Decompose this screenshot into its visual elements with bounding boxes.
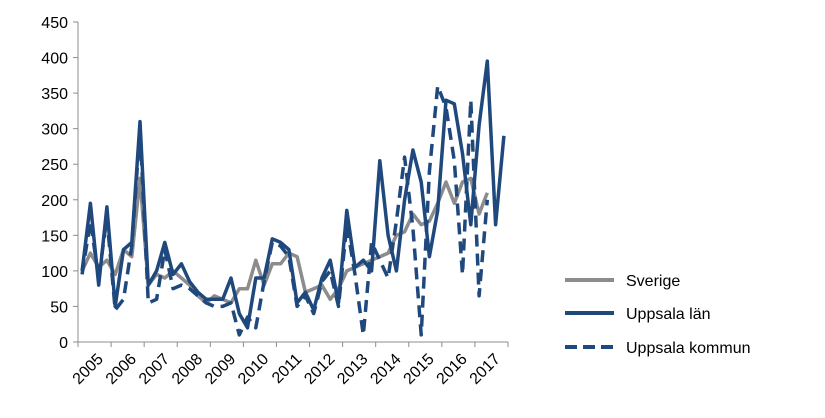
x-tick-label-2008: 2008 (169, 351, 206, 388)
x-tick-label-2013: 2013 (334, 351, 371, 388)
x-tick-label-2011: 2011 (269, 351, 305, 387)
series-line-uppsala-kommun (80, 84, 490, 337)
y-tick-label-250: 250 (41, 157, 68, 174)
y-tick-label-400: 400 (41, 51, 68, 68)
y-tick-label-200: 200 (41, 193, 68, 210)
y-tick-label-150: 150 (41, 228, 68, 245)
x-tick-label-2016: 2016 (434, 351, 471, 388)
y-tick-label-300: 300 (41, 122, 68, 139)
legend-label-uppsala-l-n: Uppsala län (626, 306, 711, 323)
y-tick-label-350: 350 (41, 86, 68, 103)
x-tick-label-2006: 2006 (103, 351, 140, 388)
x-tick-label-2015: 2015 (401, 351, 438, 388)
x-tick-label-2005: 2005 (70, 351, 107, 388)
y-tick-label-50: 50 (50, 299, 68, 316)
x-tick-label-2009: 2009 (202, 351, 239, 388)
x-tick-label-2014: 2014 (367, 351, 404, 388)
legend-label-uppsala-kommun: Uppsala kommun (626, 340, 751, 357)
series-line-uppsala-l-n (80, 59, 506, 330)
x-tick-label-2010: 2010 (235, 351, 272, 388)
x-tick-label-2012: 2012 (301, 351, 338, 388)
y-tick-label-100: 100 (41, 264, 68, 281)
x-tick-label-2007: 2007 (136, 351, 173, 388)
y-tick-label-0: 0 (59, 335, 68, 352)
x-tick-label-2017: 2017 (467, 351, 504, 388)
y-tick-label-450: 450 (41, 15, 68, 32)
legend-label-sverige: Sverige (626, 273, 680, 290)
